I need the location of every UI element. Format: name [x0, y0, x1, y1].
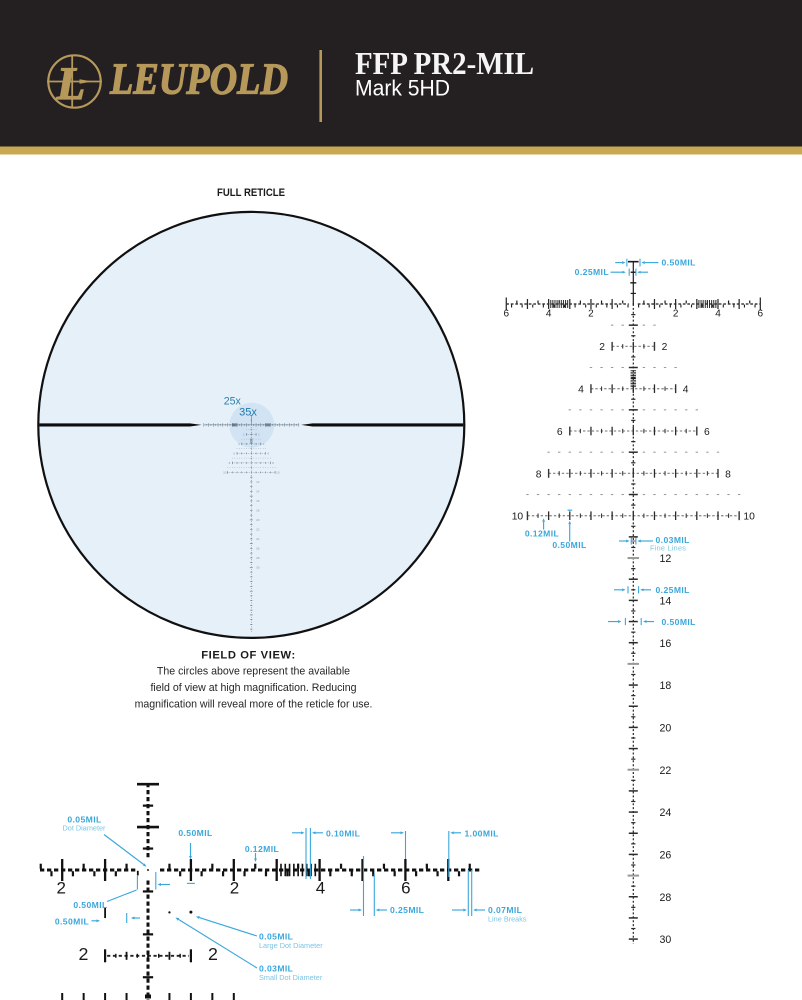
svg-text:28: 28 — [660, 892, 672, 904]
svg-text:4: 4 — [238, 442, 240, 446]
svg-text:12: 12 — [256, 480, 260, 484]
svg-text:0.03MIL: 0.03MIL — [656, 535, 690, 545]
svg-text:Mark 5HD: Mark 5HD — [355, 76, 450, 101]
svg-text:4: 4 — [316, 879, 325, 898]
svg-text:10: 10 — [512, 512, 524, 523]
svg-text:24: 24 — [660, 807, 672, 819]
svg-text:0.25MIL: 0.25MIL — [390, 905, 424, 915]
svg-text:0.50MIL: 0.50MIL — [178, 828, 212, 838]
svg-text:30: 30 — [256, 566, 260, 570]
svg-text:10: 10 — [276, 471, 280, 475]
svg-text:2: 2 — [599, 342, 605, 353]
svg-text:8: 8 — [229, 461, 231, 465]
svg-text:2: 2 — [588, 309, 594, 320]
svg-text:Small Dot Diameter: Small Dot Diameter — [259, 973, 323, 982]
svg-text:Large Dot Diameter: Large Dot Diameter — [259, 941, 323, 950]
svg-text:Line Breaks: Line Breaks — [488, 915, 527, 924]
svg-text:14: 14 — [660, 595, 672, 607]
svg-text:6: 6 — [233, 452, 235, 456]
svg-text:35x: 35x — [239, 407, 257, 419]
svg-text:8: 8 — [725, 469, 731, 480]
svg-text:2: 2 — [56, 879, 65, 898]
svg-text:magnification will reveal more: magnification will reveal more of the re… — [135, 699, 373, 711]
svg-text:0.25MIL: 0.25MIL — [575, 267, 609, 277]
svg-text:14: 14 — [256, 490, 260, 494]
svg-text:1.00MIL: 1.00MIL — [465, 829, 499, 839]
svg-text:0.12MIL: 0.12MIL — [525, 529, 559, 539]
svg-text:6: 6 — [704, 427, 710, 438]
svg-text:6: 6 — [557, 427, 563, 438]
svg-text:0.12MIL: 0.12MIL — [245, 844, 279, 854]
svg-text:0.03MIL: 0.03MIL — [259, 964, 293, 974]
svg-text:28: 28 — [256, 556, 260, 560]
svg-text:20: 20 — [256, 518, 260, 522]
svg-text:20: 20 — [660, 723, 672, 735]
svg-text:2: 2 — [208, 944, 218, 964]
svg-text:0.50MIL: 0.50MIL — [552, 540, 586, 550]
svg-text:22: 22 — [660, 765, 672, 777]
svg-text:26: 26 — [660, 850, 672, 862]
svg-text:6: 6 — [758, 309, 764, 320]
svg-text:18: 18 — [256, 509, 260, 513]
svg-text:10: 10 — [223, 471, 227, 475]
svg-text:6: 6 — [268, 452, 270, 456]
svg-text:4: 4 — [263, 442, 265, 446]
svg-text:0.07MIL: 0.07MIL — [488, 905, 522, 915]
svg-text:22: 22 — [256, 528, 260, 532]
svg-text:0.05MIL: 0.05MIL — [259, 932, 293, 942]
svg-text:6: 6 — [503, 309, 509, 320]
svg-text:18: 18 — [660, 680, 672, 692]
svg-text:4: 4 — [546, 309, 552, 320]
svg-text:4: 4 — [578, 385, 584, 396]
svg-text:FFP PR2-MIL: FFP PR2-MIL — [355, 45, 534, 81]
svg-text:LEUPOLD: LEUPOLD — [109, 55, 288, 104]
svg-text:FULL RETICLE: FULL RETICLE — [217, 187, 285, 199]
svg-text:0.10MIL: 0.10MIL — [326, 829, 360, 839]
svg-text:30: 30 — [660, 934, 672, 946]
svg-text:25x: 25x — [224, 396, 242, 408]
svg-text:0.25MIL: 0.25MIL — [656, 585, 690, 595]
svg-text:8: 8 — [536, 469, 542, 480]
svg-text:2: 2 — [230, 879, 239, 898]
svg-text:8: 8 — [272, 461, 274, 465]
svg-text:0.50MIL: 0.50MIL — [662, 617, 696, 627]
svg-text:L: L — [56, 58, 86, 110]
svg-text:Fine Lines: Fine Lines — [650, 544, 686, 553]
svg-text:2: 2 — [258, 433, 260, 437]
svg-text:Dot Diameter: Dot Diameter — [63, 824, 107, 833]
svg-text:The circles above represent th: The circles above represent the availabl… — [157, 666, 350, 678]
svg-text:0.05MIL: 0.05MIL — [67, 815, 101, 825]
svg-text:0.50MIL: 0.50MIL — [73, 900, 107, 910]
svg-text:16: 16 — [256, 499, 260, 503]
svg-text:16: 16 — [660, 638, 672, 650]
svg-text:12: 12 — [660, 553, 672, 565]
svg-text:4: 4 — [715, 309, 721, 320]
svg-text:2: 2 — [662, 342, 668, 353]
svg-text:4: 4 — [683, 385, 689, 396]
svg-text:field of view at high magnific: field of view at high magnification. Red… — [150, 682, 356, 694]
svg-text:6: 6 — [401, 879, 410, 898]
svg-text:2: 2 — [243, 433, 245, 437]
svg-text:FIELD OF VIEW:: FIELD OF VIEW: — [201, 650, 296, 662]
svg-text:10: 10 — [743, 512, 755, 523]
svg-text:24: 24 — [256, 537, 260, 541]
svg-text:0.50MIL: 0.50MIL — [55, 917, 89, 927]
svg-text:26: 26 — [256, 547, 260, 551]
svg-text:0.50MIL: 0.50MIL — [662, 257, 696, 267]
svg-text:2: 2 — [673, 309, 679, 320]
svg-text:2: 2 — [79, 944, 89, 964]
